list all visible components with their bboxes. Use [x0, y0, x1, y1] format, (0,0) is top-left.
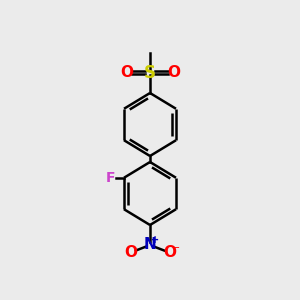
Text: S: S [144, 64, 156, 82]
Text: O: O [124, 245, 137, 260]
Text: +: + [151, 235, 160, 245]
Text: O: O [163, 245, 176, 260]
Text: O: O [120, 65, 133, 80]
Text: N: N [144, 237, 156, 252]
Text: F: F [106, 171, 115, 185]
Text: O: O [167, 65, 180, 80]
Text: −: − [172, 243, 180, 253]
